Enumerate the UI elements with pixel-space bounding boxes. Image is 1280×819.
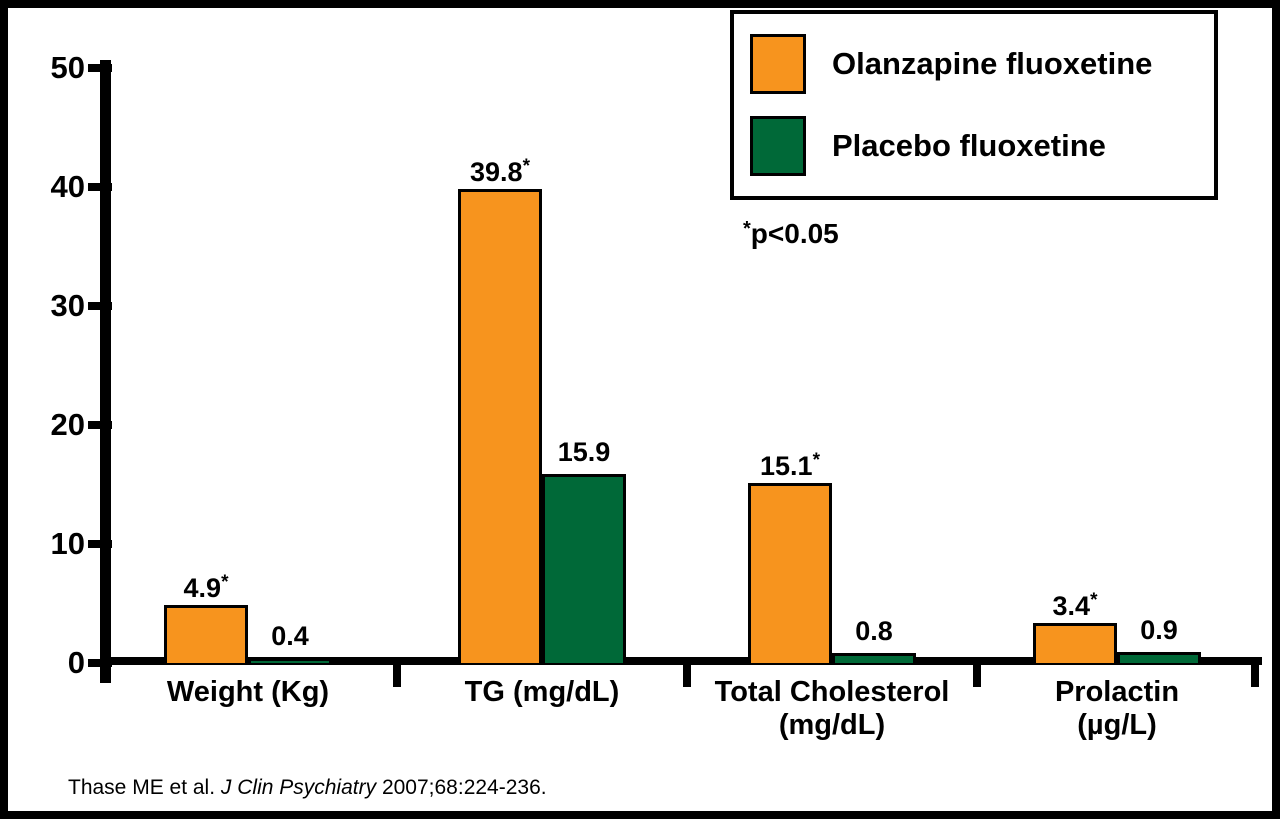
y-axis-tick	[88, 540, 112, 548]
bar-olanzapine	[748, 483, 832, 663]
x-axis-tick	[393, 657, 401, 687]
legend: Olanzapine fluoxetine Placebo fluoxetine	[730, 10, 1218, 200]
significance-star: *	[743, 218, 751, 240]
x-category-label-line: Weight (Kg)	[166, 676, 330, 708]
plot-area: Olanzapine fluoxetine Placebo fluoxetine…	[8, 8, 1272, 811]
significance-asterisk: *	[1090, 589, 1098, 611]
y-axis-line	[100, 60, 111, 683]
legend-label-placebo: Placebo fluoxetine	[832, 128, 1106, 163]
citation-journal: J Clin Psychiatry	[220, 776, 377, 799]
y-axis-tick	[88, 302, 112, 310]
bar-value-label: 15.1*	[715, 445, 865, 482]
citation-start: Thase ME et al.	[68, 776, 221, 799]
y-tick-label: 10	[50, 526, 85, 561]
x-axis-tick	[683, 657, 691, 687]
x-category-label-line: Total Cholesterol	[714, 676, 950, 708]
bar-value-label: 0.9	[1084, 614, 1234, 646]
bar-olanzapine	[1033, 622, 1117, 663]
bar-value-label: 39.8*	[425, 151, 575, 188]
x-category-label-line: (mg/dL)	[778, 709, 886, 741]
legend-label-olanzapine: Olanzapine fluoxetine	[832, 46, 1153, 81]
bar-value: 15.9	[557, 436, 611, 467]
x-category-label-line: Prolactin	[1054, 676, 1180, 708]
legend-swatch-placebo	[750, 116, 806, 176]
y-tick-label: 20	[50, 407, 85, 442]
bar-value: 39.8	[470, 157, 523, 188]
significance-note: *p<0.05	[743, 218, 839, 250]
citation-end: 2007;68:224-236.	[376, 776, 547, 799]
bar-value: 15.1	[760, 451, 813, 482]
bar-value-label: 15.9	[509, 436, 659, 468]
x-category-label-line: (µg/L)	[1077, 709, 1157, 741]
bar-value-label: 0.4	[215, 620, 365, 652]
y-axis-tick	[88, 183, 112, 191]
bar-value: 0.9	[1140, 615, 1178, 646]
bar-value: 3.4	[1052, 590, 1091, 621]
bar-value-label: 4.9*	[131, 567, 281, 604]
x-category-label: TG (mg/dL)	[382, 676, 702, 709]
bar-value: 4.9	[183, 572, 222, 603]
bar-placebo	[248, 658, 332, 663]
y-axis-tick	[88, 64, 112, 72]
y-tick-label: 0	[67, 645, 85, 680]
x-category-label: Weight (Kg)	[88, 676, 408, 709]
y-axis-tick	[88, 421, 112, 429]
y-axis-tick	[88, 659, 112, 667]
legend-swatch-olanzapine	[750, 34, 806, 94]
significance-asterisk: *	[812, 450, 820, 472]
x-axis-tick	[973, 657, 981, 687]
y-tick-label: 50	[50, 50, 85, 85]
significance-asterisk: *	[221, 571, 229, 593]
x-category-label: Prolactin (µg/L)	[957, 676, 1272, 742]
bar-placebo	[832, 653, 916, 663]
legend-item-placebo: Placebo fluoxetine	[750, 116, 1214, 176]
bar-value: 0.4	[271, 621, 309, 652]
bar-olanzapine	[458, 189, 542, 663]
x-category-label-line: TG (mg/dL)	[464, 676, 620, 708]
x-axis-line	[100, 657, 1262, 665]
bar-placebo	[1117, 652, 1201, 663]
legend-item-olanzapine: Olanzapine fluoxetine	[750, 34, 1214, 94]
significance-asterisk: *	[522, 156, 530, 178]
y-tick-label: 40	[50, 169, 85, 204]
significance-text: p<0.05	[750, 218, 839, 249]
bar-value: 0.8	[855, 616, 893, 647]
bar-value-label: 3.4*	[1000, 585, 1150, 622]
citation: Thase ME et al. J Clin Psychiatry 2007;6…	[68, 776, 547, 800]
x-category-label: Total Cholesterol (mg/dL)	[672, 676, 992, 742]
bar-placebo	[542, 473, 626, 663]
bar-olanzapine	[164, 604, 248, 663]
y-tick-label: 30	[50, 288, 85, 323]
x-axis-tick	[1251, 657, 1259, 687]
bar-value-label: 0.8	[799, 615, 949, 647]
